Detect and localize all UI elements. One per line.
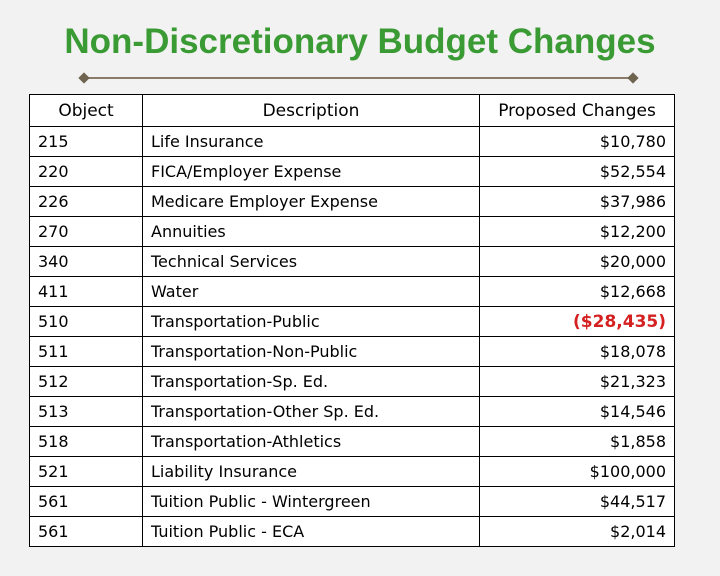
table-row: 511 Transportation-Non-Public $18,078	[29, 336, 675, 367]
amount-cell: $21,323	[479, 366, 675, 397]
description-cell: Transportation-Public	[142, 306, 480, 337]
amount-cell: $10,780	[479, 126, 675, 157]
amount-cell: $100,000	[479, 456, 675, 487]
table-row: 518 Transportation-Athletics $1,858	[29, 426, 675, 457]
header-object: Object	[29, 94, 143, 127]
table-row: 220 FICA/Employer Expense $52,554	[29, 156, 675, 187]
divider-diamond-icon	[627, 72, 639, 84]
table-row: 561 Tuition Public - Wintergreen $44,517	[29, 486, 675, 517]
amount-cell: $44,517	[479, 486, 675, 517]
amount-cell: $37,986	[479, 186, 675, 217]
object-cell: 510	[29, 306, 143, 337]
object-cell: 561	[29, 486, 143, 517]
header-proposed-changes: Proposed Changes	[479, 94, 675, 127]
description-cell: Liability Insurance	[142, 456, 480, 487]
title-divider	[78, 72, 639, 84]
object-cell: 513	[29, 396, 143, 427]
amount-cell: $12,668	[479, 276, 675, 307]
description-cell: Transportation-Non-Public	[142, 336, 480, 367]
amount-cell: $2,014	[479, 516, 675, 547]
table-row: 513 Transportation-Other Sp. Ed. $14,546	[29, 396, 675, 427]
description-cell: Medicare Employer Expense	[142, 186, 480, 217]
amount-cell: $18,078	[479, 336, 675, 367]
object-cell: 340	[29, 246, 143, 277]
page-title: Non-Discretionary Budget Changes	[64, 22, 656, 61]
description-cell: Transportation-Sp. Ed.	[142, 366, 480, 397]
description-cell: Life Insurance	[142, 126, 480, 157]
object-cell: 270	[29, 216, 143, 247]
table-row: 215 Life Insurance $10,780	[29, 126, 675, 157]
object-cell: 518	[29, 426, 143, 457]
table-row: 510 Transportation-Public ($28,435)	[29, 306, 675, 337]
description-cell: Transportation-Other Sp. Ed.	[142, 396, 480, 427]
table-row: 270 Annuities $12,200	[29, 216, 675, 247]
divider-diamond-icon	[78, 72, 90, 84]
amount-cell: $14,546	[479, 396, 675, 427]
description-cell: Tuition Public - Wintergreen	[142, 486, 480, 517]
object-cell: 226	[29, 186, 143, 217]
description-cell: Transportation-Athletics	[142, 426, 480, 457]
table-row: 521 Liability Insurance $100,000	[29, 456, 675, 487]
object-cell: 521	[29, 456, 143, 487]
table-row: 340 Technical Services $20,000	[29, 246, 675, 277]
table-row: 512 Transportation-Sp. Ed. $21,323	[29, 366, 675, 397]
description-cell: Annuities	[142, 216, 480, 247]
table-row: 411 Water $12,668	[29, 276, 675, 307]
amount-cell: $52,554	[479, 156, 675, 187]
object-cell: 511	[29, 336, 143, 367]
description-cell: FICA/Employer Expense	[142, 156, 480, 187]
object-cell: 561	[29, 516, 143, 547]
object-cell: 411	[29, 276, 143, 307]
object-cell: 220	[29, 156, 143, 187]
amount-cell: $12,200	[479, 216, 675, 247]
header-row: Object Description Proposed Changes	[29, 94, 675, 127]
description-cell: Technical Services	[142, 246, 480, 277]
amount-cell: $1,858	[479, 426, 675, 457]
budget-table: Object Description Proposed Changes 215 …	[29, 94, 675, 547]
amount-cell: $20,000	[479, 246, 675, 277]
object-cell: 512	[29, 366, 143, 397]
description-cell: Water	[142, 276, 480, 307]
negative-amount-cell: ($28,435)	[479, 306, 675, 337]
object-cell: 215	[29, 126, 143, 157]
header-description: Description	[142, 94, 480, 127]
table-row: 561 Tuition Public - ECA $2,014	[29, 516, 675, 547]
description-cell: Tuition Public - ECA	[142, 516, 480, 547]
table-row: 226 Medicare Employer Expense $37,986	[29, 186, 675, 217]
